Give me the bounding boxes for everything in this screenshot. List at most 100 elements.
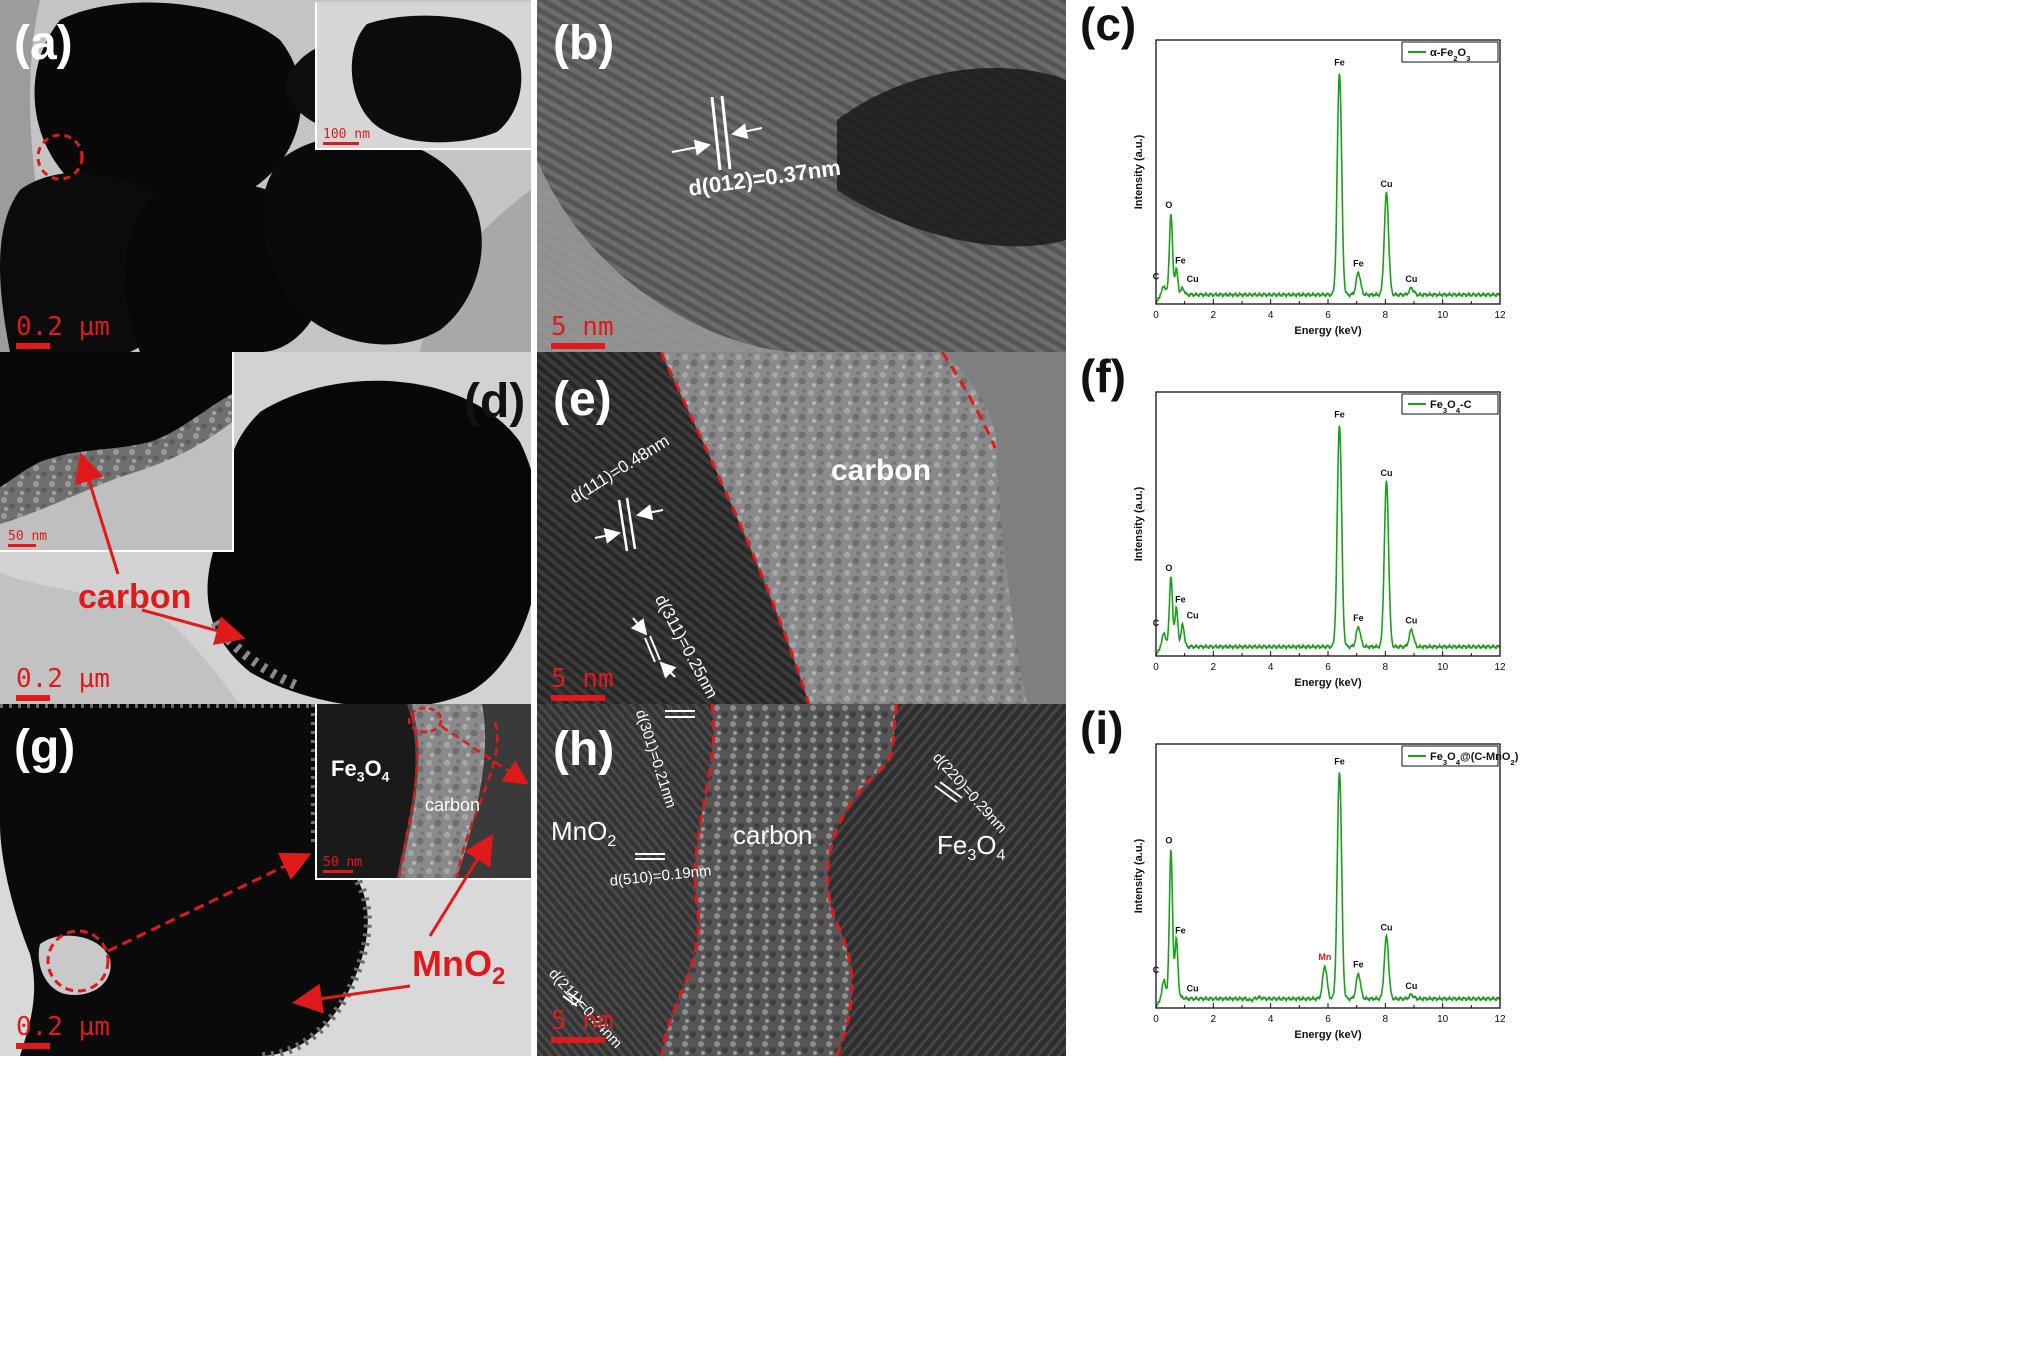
panel-a-inset: 100 nm — [315, 2, 531, 150]
panel-g-scalebar: 0.2 µm — [16, 1014, 110, 1049]
panel-a-label: (a) — [14, 17, 73, 70]
x-tick-label: 10 — [1437, 662, 1449, 673]
panel-e-scale-text: 5 nm — [551, 664, 614, 694]
legend-label: Fe3O4@(C-MnO2) — [1430, 751, 1519, 767]
panel-h-hrtem-image: d(301)=0.21nm d(510)=0.19nm d(211)=0.24n… — [537, 704, 1066, 1056]
peak-label: Mn — [1318, 952, 1331, 962]
peak-label: Fe — [1334, 58, 1345, 68]
panel-h-scalebar: 5 nm — [551, 1008, 614, 1043]
panel-d-inset-scale-text: 50 nm — [8, 529, 48, 544]
peak-label: Fe — [1353, 613, 1364, 623]
peak-label: O — [1165, 200, 1172, 210]
panel-e-carbon-label: carbon — [831, 454, 932, 487]
x-tick-label: 0 — [1153, 662, 1159, 673]
x-axis-label: Energy (keV) — [1294, 325, 1362, 337]
peak-label: Fe — [1353, 258, 1364, 268]
chart-panel-label: (f) — [1080, 352, 1126, 402]
panel-e-lattice — [537, 352, 1066, 704]
panel-h-lattice — [537, 704, 1066, 1056]
panel-d-inset: 50 nm — [0, 352, 234, 552]
panel-d-scale-text: 0.2 µm — [16, 664, 110, 694]
panel-h-fe-label: Fe3O4 — [937, 830, 1006, 865]
x-tick-label: 0 — [1153, 1014, 1159, 1025]
panel-d-label: (d) — [464, 375, 526, 428]
peak-label: O — [1165, 563, 1172, 573]
peak-label: Fe — [1353, 960, 1364, 970]
y-axis-label: Intensity (a.u.) — [1133, 134, 1145, 209]
eds-chart-c: (c) C O Fe Cu Fe Fe Cu Cu 0 2 4 6 8 10 12 Energy (keV) In… — [1068, 0, 2032, 352]
x-tick-label: 8 — [1383, 310, 1389, 321]
peak-label: Cu — [1380, 468, 1392, 478]
peak-label: Fe — [1334, 410, 1345, 420]
x-tick-label: 4 — [1268, 310, 1274, 321]
legend-label: α-Fe2O3 — [1430, 47, 1470, 63]
peak-label: Fe — [1175, 594, 1186, 604]
x-tick-label: 4 — [1268, 1014, 1274, 1025]
legend: Fe3O4-C — [1401, 393, 1499, 415]
panel-g-mno2-label: MnO2 — [412, 943, 506, 991]
plot-frame — [1155, 743, 1501, 1009]
eds-chart-f: (f) C O Fe Cu Fe Fe Cu Cu 0 2 4 6 8 10 12 Energy (keV) In… — [1068, 350, 2032, 704]
legend: α-Fe2O3 — [1401, 41, 1499, 63]
panel-d-scalebar: 0.2 µm — [16, 666, 110, 701]
spectrum-line — [1155, 772, 1501, 1009]
spectrum-line — [1155, 73, 1501, 305]
plot-frame — [1155, 391, 1501, 657]
peak-label: Cu — [1187, 610, 1199, 620]
legend: Fe3O4@(C-MnO2) — [1401, 745, 1519, 767]
panel-a-inset-particle — [317, 2, 531, 148]
x-tick-label: 2 — [1211, 1014, 1217, 1025]
panel-g-inset-scalebar: 50 nm — [323, 856, 362, 873]
legend-label: Fe3O4-C — [1430, 399, 1472, 415]
spectrum-line — [1155, 425, 1501, 657]
x-tick-label: 8 — [1383, 1014, 1389, 1025]
chart-panel-label: (i) — [1080, 704, 1123, 754]
panel-d-inset-scalebar: 50 nm — [8, 530, 47, 547]
panel-g-inset-scale-text: 50 nm — [323, 855, 363, 870]
panel-g-inset: Fe3O4 carbon 50 nm — [315, 704, 531, 880]
panel-h-carbon-label: carbon — [733, 820, 813, 850]
chart-panel-label: (c) — [1080, 0, 1136, 50]
peak-label: Cu — [1187, 274, 1199, 284]
x-tick-label: 6 — [1325, 662, 1331, 673]
panel-b-lattice — [537, 0, 1066, 352]
panel-e-hrtem-image: d(111)=0.48nm d(311)=0.25nm carbon (e) 5… — [537, 352, 1066, 704]
panel-a-inset-scale-text: 100 nm — [323, 127, 370, 142]
panel-g-inset-carbon-label: carbon — [425, 795, 481, 815]
panel-g-tem-image: Fe3O4 carbon 50 nm MnO2 (g) 0.2 µm — [0, 704, 531, 1056]
panel-a-inset-scalebar: 100 nm — [323, 128, 370, 145]
x-tick-label: 0 — [1153, 310, 1159, 321]
panel-b-hrtem-image: d(012)=0.37nm (b) 5 nm — [537, 0, 1066, 352]
panel-a-scalebar: 0.2 µm — [16, 314, 110, 349]
panel-g-inset-image — [317, 704, 531, 878]
x-axis-label: Energy (keV) — [1294, 677, 1362, 689]
x-tick-label: 2 — [1211, 662, 1217, 673]
peak-label: Cu — [1380, 179, 1392, 189]
x-tick-label: 6 — [1325, 1014, 1331, 1025]
x-tick-label: 12 — [1494, 310, 1506, 321]
panel-d-inset-edge — [0, 352, 232, 550]
panel-g-label: (g) — [14, 721, 76, 774]
peak-label: O — [1165, 836, 1172, 846]
peak-label: Cu — [1405, 981, 1417, 991]
peak-label: Fe — [1175, 925, 1186, 935]
panel-e-label: (e) — [553, 373, 612, 426]
panel-h-label: (h) — [553, 723, 615, 776]
panel-a-scale-text: 0.2 µm — [16, 312, 110, 342]
x-tick-label: 4 — [1268, 662, 1274, 673]
x-tick-label: 2 — [1211, 310, 1217, 321]
panel-e-scalebar: 5 nm — [551, 666, 614, 701]
peak-label: Cu — [1380, 923, 1392, 933]
panel-a-tem-image: 100 nm (a) 0.2 µm — [0, 0, 531, 352]
plot-frame — [1155, 39, 1501, 305]
peak-label: Cu — [1405, 274, 1417, 284]
panel-h-scale-text: 5 nm — [551, 1006, 614, 1036]
y-axis-label: Intensity (a.u.) — [1133, 838, 1145, 913]
y-axis-label: Intensity (a.u.) — [1133, 486, 1145, 561]
peak-label: Fe — [1175, 256, 1186, 266]
panel-h-mno2-label: MnO2 — [551, 816, 617, 851]
peak-label: Cu — [1187, 983, 1199, 993]
